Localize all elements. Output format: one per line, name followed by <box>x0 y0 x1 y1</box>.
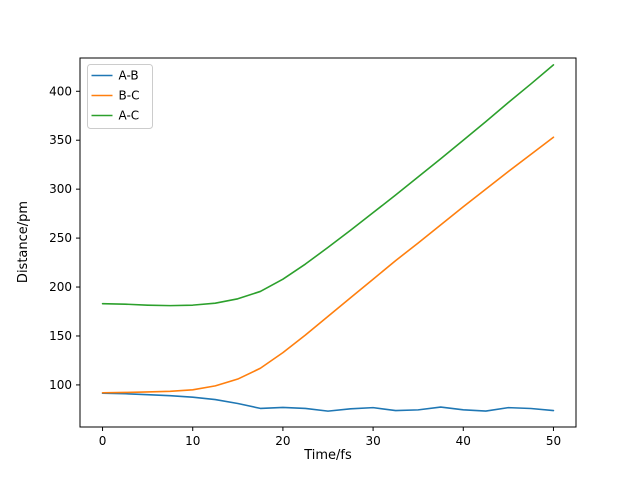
y-tick-label: 350 <box>49 133 72 147</box>
x-tick-label: 30 <box>365 434 380 448</box>
x-tick-label: 10 <box>185 434 200 448</box>
y-tick-label: 400 <box>49 84 72 98</box>
series-line-A-B <box>101 392 555 412</box>
legend-frame <box>87 64 153 129</box>
y-tick-label: 250 <box>49 231 72 245</box>
x-tick-label: 50 <box>546 434 561 448</box>
y-tick-label: 200 <box>49 280 72 294</box>
legend-label-A-C: A-C <box>119 109 140 123</box>
legend-label-A-B: A-B <box>119 69 139 83</box>
y-tick-label: 100 <box>49 378 72 392</box>
y-axis-label: Distance/pm <box>16 201 31 283</box>
x-tick-label: 0 <box>99 434 107 448</box>
legend: A-B B-C A-C <box>87 64 153 129</box>
series-layer <box>101 64 555 412</box>
axes-frame <box>79 57 577 428</box>
x-tick-label: 20 <box>275 434 290 448</box>
y-tick-label: 150 <box>49 329 72 343</box>
series-line-B-C <box>101 136 555 394</box>
y-tick-label: 300 <box>49 182 72 196</box>
series-line-A-C <box>101 64 555 307</box>
axes-layer: 0 10 20 30 40 50 100 150 200 250 300 350 400 <box>49 57 577 448</box>
x-tick-label: 40 <box>456 434 471 448</box>
x-axis-label: Time/fs <box>303 448 352 463</box>
legend-label-B-C: B-C <box>119 89 140 103</box>
